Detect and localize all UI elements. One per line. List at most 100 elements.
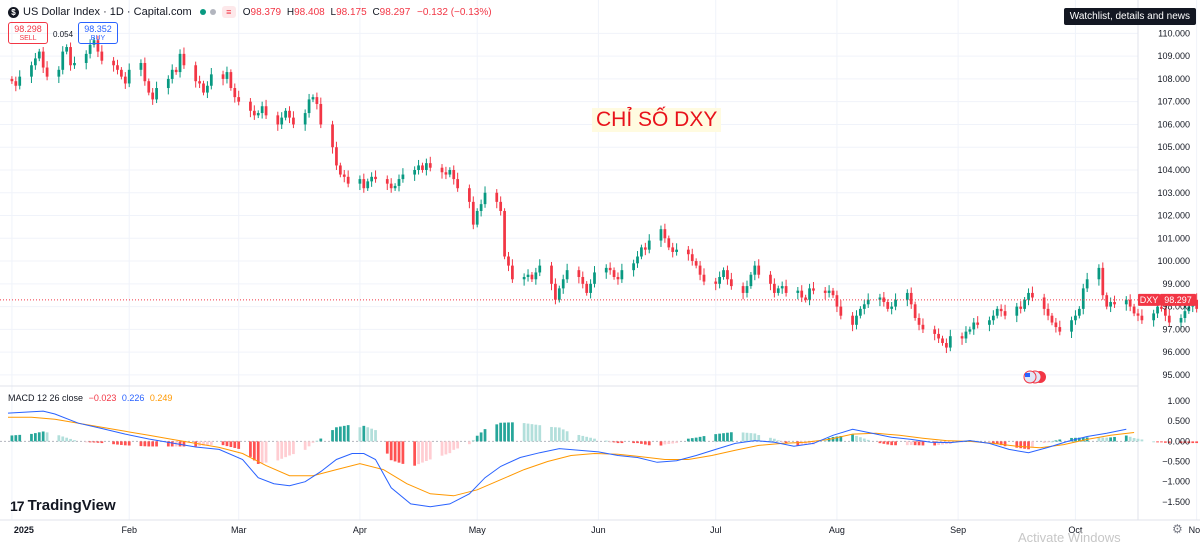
candle-body: [862, 304, 866, 309]
macd-histogram-bar: [776, 440, 780, 442]
candle: [311, 94, 315, 103]
tradingview-logo[interactable]: 17 TradingView: [10, 497, 116, 514]
candle-body: [827, 290, 831, 293]
price-tick-label: 104.000: [1157, 165, 1190, 175]
macd-histogram-bar: [475, 435, 479, 442]
candle: [303, 109, 307, 131]
flag-icon[interactable]: [1023, 370, 1046, 384]
candle: [945, 338, 948, 354]
symbol-title[interactable]: US Dollar Index · 1D · Capital.com: [23, 6, 192, 18]
macd-histogram-bar: [45, 432, 49, 442]
data-source-icon[interactable]: ≡: [221, 6, 236, 18]
candle: [1124, 296, 1128, 311]
macd-histogram-bar: [311, 441, 315, 443]
candle-body: [534, 272, 538, 280]
price-axis[interactable]: 110.000 109.000 108.000 107.000 106.000 105.0…: [1157, 28, 1190, 380]
buy-button[interactable]: 98.352 BUY: [78, 22, 118, 44]
time-tick-label: Aug: [829, 525, 845, 535]
candle: [855, 310, 858, 330]
candle-body: [503, 210, 506, 257]
candle: [616, 272, 620, 285]
candle-body: [804, 297, 808, 300]
candle: [448, 167, 452, 178]
candle-body: [209, 74, 213, 86]
macd-histogram-bar: [647, 441, 651, 446]
candle-body: [991, 315, 995, 321]
candle: [608, 262, 612, 275]
candle-body: [941, 338, 944, 344]
candle: [675, 243, 678, 256]
candle-body: [84, 53, 88, 63]
candle-body: [311, 97, 315, 100]
macd-histogram-bar: [1046, 441, 1050, 443]
candle: [389, 178, 393, 193]
candle: [565, 263, 569, 283]
candle: [233, 83, 237, 103]
macd-histogram-bar: [937, 441, 940, 445]
candle-body: [41, 51, 45, 68]
candle: [499, 196, 503, 216]
macd-histogram-bar: [34, 433, 37, 442]
macd-histogram-bar: [686, 438, 690, 442]
macd-histogram-bar: [534, 424, 538, 442]
candle-body: [448, 169, 452, 175]
candle: [686, 246, 690, 261]
macd-histogram-bar: [1140, 439, 1144, 442]
candle: [444, 166, 448, 180]
candle-body: [1105, 295, 1109, 307]
candle: [362, 173, 366, 193]
candle-body: [370, 176, 374, 182]
sell-button[interactable]: 98.298 SELL: [8, 22, 48, 44]
candle-body: [808, 288, 811, 300]
candle-body: [823, 290, 827, 293]
buy-price: 98.352: [84, 24, 112, 34]
candle: [593, 266, 596, 288]
candle-body: [714, 281, 718, 284]
macd-histogram-bar: [1054, 440, 1058, 442]
time-axis[interactable]: 2025FebMarAprMayJunJulAugSepOctNovDec: [14, 525, 1200, 535]
macd-histogram-bar: [65, 437, 69, 442]
candle: [640, 244, 643, 260]
chart-annotation[interactable]: CHỈ SỐ DXY: [592, 108, 722, 132]
candle: [417, 159, 420, 175]
candle-body: [198, 81, 201, 84]
macd-histogram-bar: [933, 441, 937, 446]
macd-histogram-bar: [1183, 441, 1187, 444]
candle-body: [389, 183, 393, 189]
macd-histogram-bar: [483, 429, 487, 442]
candle: [260, 101, 264, 119]
candle: [92, 37, 96, 48]
macd-legend[interactable]: MACD 12 26 close −0.023 0.226 0.249: [8, 393, 172, 403]
candle: [643, 242, 647, 256]
macd-histogram-bar: [894, 441, 897, 446]
candle: [851, 312, 854, 332]
candle: [1019, 301, 1023, 314]
watchlist-button[interactable]: Watchlist, details and news: [1063, 8, 1196, 25]
macd-histogram-bar: [1152, 441, 1156, 443]
macd-histogram-bar: [280, 441, 284, 459]
candle-body: [530, 274, 534, 280]
candle-body: [659, 229, 663, 241]
macd-histogram-bar: [252, 441, 256, 461]
candle-body: [73, 62, 76, 66]
candle: [14, 76, 18, 92]
candle: [249, 98, 252, 118]
candle: [34, 52, 37, 70]
macd-histogram-bar: [256, 441, 260, 464]
price-tick-label: 95.000: [1162, 370, 1190, 380]
macd-axis[interactable]: 1.000 0.500 0.000 −0.500 −1.000 −1.500: [1162, 396, 1190, 507]
candle-body: [319, 103, 323, 125]
candle: [511, 259, 514, 283]
candle: [800, 285, 804, 303]
candle-body: [1136, 313, 1140, 316]
candle: [198, 75, 201, 89]
macd-histogram-bar: [288, 441, 291, 456]
time-tick-label: 2025: [14, 525, 34, 535]
candle: [714, 277, 718, 291]
price-tick-label: 97.000: [1162, 324, 1190, 334]
settings-icon[interactable]: ⚙: [1172, 522, 1183, 536]
candle-body: [479, 204, 483, 211]
macd-histogram-bar: [335, 427, 338, 442]
candle: [941, 335, 944, 346]
